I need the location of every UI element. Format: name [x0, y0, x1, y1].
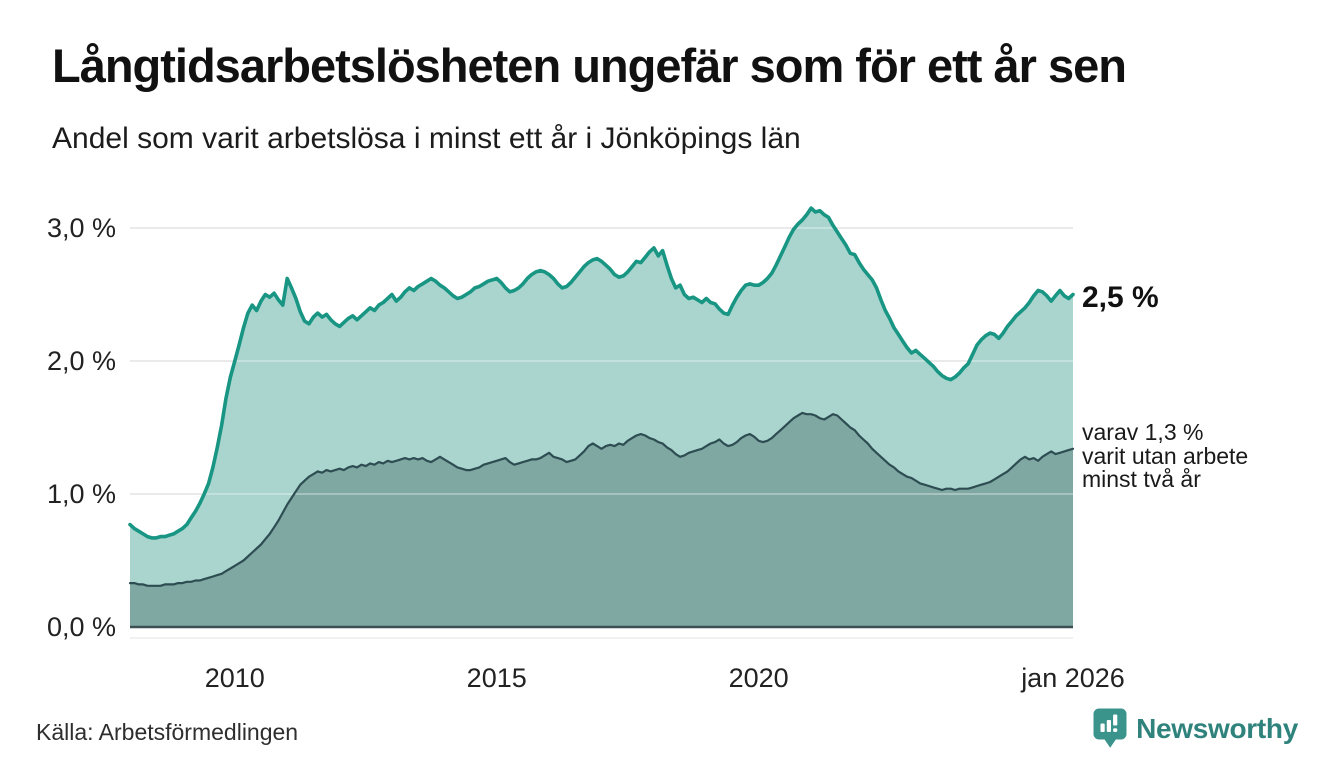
y-tick-label-1: 1,0 %: [47, 479, 116, 509]
source-note: Källa: Arbetsförmedlingen: [36, 719, 299, 745]
page-subtitle: Andel som varit arbetslösa i minst ett å…: [52, 122, 801, 155]
x-tick-label-2015: 2015: [467, 663, 527, 693]
line-total-unemployed: [128, 206, 1075, 540]
two-year-annotation-line2: varit utan arbete: [1082, 442, 1249, 469]
y-tick-label-3: 3,0 %: [47, 213, 116, 243]
y-tick-label-0: 0,0 %: [47, 612, 116, 642]
two-year-annotation-line1: varav 1,3 %: [1082, 419, 1204, 445]
page-title: Långtidsarbetslösheten ungefär som för e…: [52, 39, 1127, 92]
two-year-annotation-line3: minst två år: [1082, 466, 1201, 492]
two-year-annotation: varav 1,3 % varit utan arbete minst två …: [1082, 419, 1249, 492]
bar-chart-glyph: [1100, 714, 1118, 732]
brand-name: Newsworthy: [1136, 712, 1298, 744]
newsworthy-bar-chart-bubble-icon: [1093, 708, 1127, 748]
x-tick-label-2020: 2020: [729, 663, 789, 693]
line-two-year-unemployed: [128, 411, 1075, 587]
brand-logo: Newsworthy: [1093, 708, 1298, 749]
x-tick-label-2010: 2010: [205, 663, 265, 693]
x-tick-label-2026: jan 2026: [1020, 663, 1125, 693]
latest-total-annotation: 2,5 %: [1082, 281, 1159, 314]
y-tick-label-2: 2,0 %: [47, 346, 116, 376]
